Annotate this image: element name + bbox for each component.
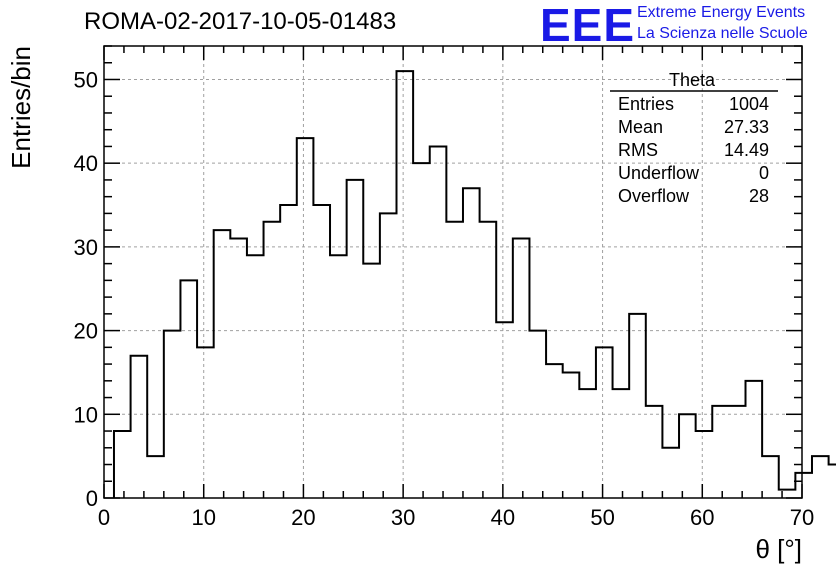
plot-frame <box>103 45 803 499</box>
histogram-bin <box>147 456 164 498</box>
y-tick-label: 50 <box>74 67 98 92</box>
histogram-bin <box>180 280 197 498</box>
histogram-bin <box>330 255 347 498</box>
histogram-bin <box>131 356 148 498</box>
stats-box-value: 1004 <box>729 94 769 114</box>
histogram-bin <box>529 331 546 498</box>
histogram-bin <box>613 389 630 498</box>
stats-box-title: Theta <box>669 70 716 90</box>
x-tick-label: 40 <box>491 505 515 530</box>
logo-caption-line2: La Scienza nelle Scuole <box>637 25 808 42</box>
histogram-bin <box>380 213 397 498</box>
stats-box-value: 14.49 <box>724 140 769 160</box>
histogram-bin <box>164 331 181 498</box>
histogram-bin <box>480 222 497 498</box>
stats-box-value: 0 <box>759 163 769 183</box>
histogram-bin <box>280 205 297 498</box>
histogram-bin <box>696 431 713 498</box>
stats-box-label: Mean <box>618 117 663 137</box>
x-tick-label: 20 <box>291 505 315 530</box>
histogram-bin <box>795 473 812 498</box>
histogram-bin <box>496 322 513 498</box>
y-tick-label: 0 <box>86 486 98 511</box>
histogram-bin <box>712 406 729 498</box>
histogram-bin <box>829 465 836 498</box>
histogram-bin <box>746 381 763 498</box>
eee-logo: EEE <box>540 0 636 51</box>
x-tick-label: 30 <box>391 505 415 530</box>
stats-box-value: 28 <box>749 186 769 206</box>
chart-title: ROMA-02-2017-10-05-01483 <box>84 8 397 35</box>
histogram-bin <box>563 372 580 498</box>
histogram-bin <box>679 414 696 498</box>
histogram-bin <box>513 239 530 498</box>
histogram-bin <box>446 222 463 498</box>
histogram-bin <box>363 264 380 498</box>
histogram-bin <box>596 347 613 498</box>
histogram-bin <box>413 163 430 498</box>
stats-box-value: 27.33 <box>724 117 769 137</box>
stats-box-label: Underflow <box>618 163 700 183</box>
stats-box-label: RMS <box>618 140 658 160</box>
histogram-bin <box>662 448 679 498</box>
x-tick-label: 70 <box>790 505 814 530</box>
x-axis-title: θ [°] <box>755 534 802 564</box>
histogram-bin <box>297 138 314 498</box>
histogram-bin <box>264 222 281 498</box>
x-tick-label: 10 <box>191 505 215 530</box>
y-tick-label: 30 <box>74 235 98 260</box>
histogram-bin <box>463 188 480 498</box>
x-tick-label: 0 <box>98 505 110 530</box>
histogram-bin <box>214 230 231 498</box>
histogram-bin <box>762 456 779 498</box>
x-tick-label: 60 <box>690 505 714 530</box>
histogram-bin <box>247 255 264 498</box>
histogram-bin <box>729 406 746 498</box>
histogram-bin <box>313 205 330 498</box>
y-axis-title: Entries/bin <box>6 46 36 169</box>
histogram-bin <box>430 146 447 498</box>
logo-caption-line1: Extreme Energy Events <box>637 4 806 21</box>
histogram-bin <box>579 389 596 498</box>
histogram-outline <box>112 70 836 498</box>
y-tick-label: 10 <box>74 402 98 427</box>
histogram-bin <box>347 180 364 498</box>
logo-caption: Extreme Energy Events La Scienza nelle S… <box>637 2 808 44</box>
histogram-bin <box>197 347 214 498</box>
histogram-bin <box>812 456 829 498</box>
histogram-bin <box>646 406 663 498</box>
histogram-bin <box>230 239 247 498</box>
histogram-bin <box>114 431 131 498</box>
histogram-bin <box>779 490 796 498</box>
histogram-bin <box>397 71 414 498</box>
stats-box-label: Entries <box>618 94 674 114</box>
histogram-bin <box>629 314 646 498</box>
x-tick-label: 50 <box>590 505 614 530</box>
y-tick-label: 40 <box>74 151 98 176</box>
stats-box-label: Overflow <box>618 186 690 206</box>
y-tick-label: 20 <box>74 319 98 344</box>
histogram-bin <box>546 364 563 498</box>
